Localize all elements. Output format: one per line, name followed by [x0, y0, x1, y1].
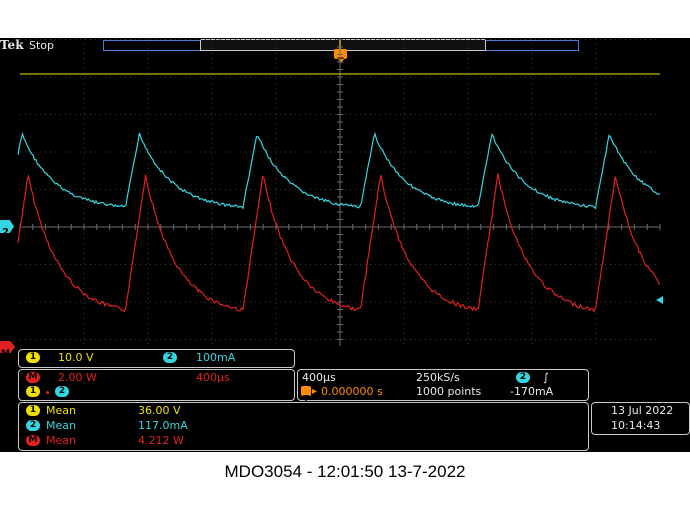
math-panel[interactable]: [18, 369, 295, 401]
ch2-ground-label: 2: [2, 227, 9, 238]
trigger-delay-symbol: T: [303, 394, 309, 403]
measurements-panel[interactable]: [18, 402, 589, 451]
math-trace: [17, 173, 661, 313]
math-time-scale: 400µs: [196, 371, 230, 384]
ch2-ground-marker[interactable]: 2: [0, 220, 14, 233]
math-source-b: 2: [55, 386, 69, 397]
time-display: 10:14:43: [611, 419, 661, 432]
brand-logo: Tek: [0, 38, 24, 52]
math-ground-label: M: [1, 349, 10, 359]
ch1-scale: 10.0 V: [58, 351, 94, 364]
ch2-trace: [17, 131, 661, 210]
trigger-delay: 0.000000 s: [321, 385, 383, 398]
meas3-value: 4.212 W: [138, 434, 184, 447]
meas2-value: 117.0mA: [138, 419, 188, 432]
photo-caption: MDO3054 - 12:01:50 13-7-2022: [224, 462, 466, 481]
meas1-value: 36.00 V: [138, 404, 181, 417]
trigger-delay-arrow: ▸: [312, 386, 318, 397]
waveform-display: [17, 38, 663, 346]
channel-scale-panel[interactable]: [18, 349, 295, 368]
ch2-end-marker: [656, 296, 663, 304]
trigger-level: -170mA: [510, 385, 554, 398]
math-scale: 2.00 W: [58, 371, 97, 384]
trigger-delay-icon: T: [301, 386, 311, 403]
math-multiply-dot: [46, 391, 49, 394]
ch2-badge[interactable]: 2: [163, 352, 177, 363]
meas2-badge: 2: [26, 420, 40, 431]
record-length: 1000 points: [416, 385, 482, 398]
oscilloscope-screen: Tek Stop T 2 M 1 10.0 V 2 100mA M 2.00 W…: [0, 38, 690, 452]
meas1-badge: 1: [26, 405, 40, 416]
meas3-label: Mean: [46, 434, 76, 447]
ch2-scale: 100mA: [196, 351, 236, 364]
meas3-badge: M: [26, 435, 40, 446]
ch1-badge[interactable]: 1: [26, 352, 40, 363]
math-badge[interactable]: M: [26, 372, 40, 383]
trigger-pos-arrow: [338, 59, 344, 63]
math-ground-marker[interactable]: M: [0, 341, 15, 353]
meas1-label: Mean: [46, 404, 76, 417]
time-per-div: 400µs: [302, 371, 336, 384]
trigger-slope-icon: ∫: [543, 371, 549, 384]
date-display: 13 Jul 2022: [611, 404, 674, 417]
sample-rate: 250kS/s: [416, 371, 460, 384]
graticule: [19, 38, 661, 346]
math-source-a: 1: [26, 386, 40, 397]
trigger-source-badge[interactable]: 2: [516, 372, 530, 383]
acquisition-status: Stop: [29, 39, 55, 52]
meas2-label: Mean: [46, 419, 76, 432]
horizontal-trigger-panel[interactable]: [297, 369, 589, 401]
